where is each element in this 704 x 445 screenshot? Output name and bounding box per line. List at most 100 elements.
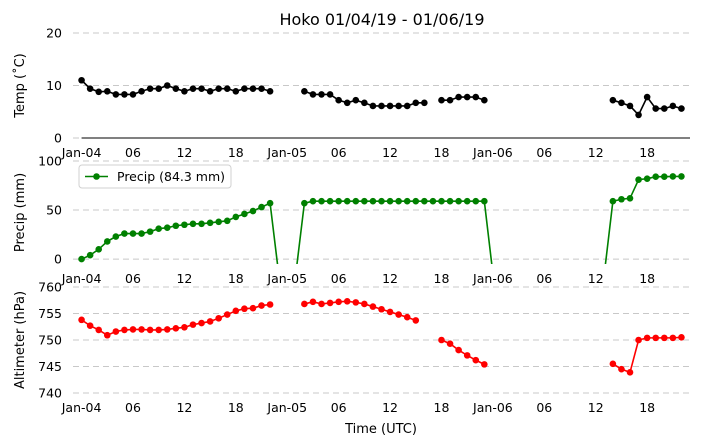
data-point [669, 102, 677, 110]
data-point [181, 221, 188, 229]
data-point [163, 224, 171, 232]
x-tick-label: 06 [331, 271, 347, 286]
data-point [678, 105, 685, 112]
data-point [626, 369, 634, 376]
data-point [412, 317, 420, 324]
data-point [438, 96, 445, 104]
data-point [301, 87, 308, 95]
x-tick-label: 06 [536, 400, 552, 415]
data-point [361, 300, 368, 308]
series-2 [78, 173, 685, 264]
series-1 [78, 76, 685, 119]
data-point [86, 322, 94, 329]
x-tick-label: 06 [125, 400, 141, 415]
data-point [266, 199, 274, 207]
data-point [266, 301, 274, 308]
data-point [138, 230, 145, 237]
data-point [318, 197, 325, 205]
y-tick-label: 740 [38, 386, 62, 401]
data-point [249, 85, 257, 92]
legend-marker [93, 173, 100, 180]
data-point [386, 197, 394, 205]
data-point [643, 175, 651, 182]
data-point [618, 365, 625, 373]
data-point [352, 96, 360, 104]
data-point [395, 311, 402, 318]
data-point [223, 85, 231, 92]
data-point [95, 88, 103, 96]
x-tick-label: 18 [639, 400, 655, 415]
data-point [206, 219, 214, 227]
data-point [198, 85, 205, 92]
data-point [609, 197, 617, 205]
data-point [181, 323, 188, 331]
data-point [361, 197, 368, 205]
data-point [138, 326, 145, 333]
data-point [301, 199, 308, 207]
data-point [481, 197, 488, 205]
data-point [181, 87, 188, 95]
x-tick-label: 12 [176, 400, 192, 415]
data-point [481, 96, 488, 104]
data-point [155, 326, 162, 334]
data-point [103, 238, 111, 245]
data-point [206, 318, 214, 325]
x-tick-label: 06 [536, 145, 552, 160]
data-point [343, 99, 351, 107]
data-point [309, 298, 317, 306]
panel-3: 740 745 750 755 760 Jan-04 06 12 18 Jan-05 06 12 18 J… [13, 280, 690, 415]
data-point [609, 360, 617, 368]
data-point [232, 307, 240, 315]
data-point [643, 93, 651, 101]
data-point [198, 319, 205, 327]
data-point [318, 91, 325, 98]
data-point [215, 85, 222, 92]
data-point [206, 87, 214, 95]
data-point [318, 300, 325, 308]
y-tick-label: 0 [54, 131, 62, 146]
x-tick-label: Jan-04 [61, 145, 102, 160]
y-axis-label: Temp (˚C) [12, 53, 28, 119]
data-point [112, 328, 120, 335]
data-point [249, 207, 257, 215]
data-point [455, 197, 462, 205]
data-point [652, 105, 660, 112]
series-line [604, 175, 682, 264]
data-point [669, 173, 677, 180]
x-tick-label: 18 [228, 400, 244, 415]
data-point [95, 326, 103, 334]
data-point [618, 99, 625, 107]
series-3 [78, 298, 685, 376]
x-tick-label: 06 [125, 271, 141, 286]
data-point [121, 326, 128, 334]
data-point [463, 352, 471, 359]
data-point [481, 361, 488, 368]
data-point [343, 197, 351, 205]
data-point [129, 326, 137, 333]
data-point [635, 111, 642, 119]
data-point [361, 99, 368, 107]
data-point [232, 213, 240, 221]
x-tick-label: 18 [228, 145, 244, 160]
x-tick-label: 18 [434, 145, 450, 160]
data-point [146, 228, 154, 235]
data-point [223, 311, 231, 318]
data-point [660, 105, 668, 112]
data-point [386, 308, 394, 316]
data-point [403, 313, 411, 321]
x-tick-label: 18 [434, 400, 450, 415]
y-tick-label: 745 [38, 359, 62, 374]
data-point [652, 334, 660, 342]
data-point [258, 203, 265, 211]
data-point [678, 334, 685, 341]
data-point [78, 255, 85, 263]
data-point [635, 176, 642, 183]
data-point [241, 305, 248, 313]
data-point [172, 85, 180, 92]
series-line [81, 201, 279, 264]
data-point [335, 197, 342, 205]
data-point [412, 99, 420, 107]
data-point [463, 93, 471, 101]
data-point [395, 197, 402, 205]
x-tick-label: 12 [382, 145, 398, 160]
